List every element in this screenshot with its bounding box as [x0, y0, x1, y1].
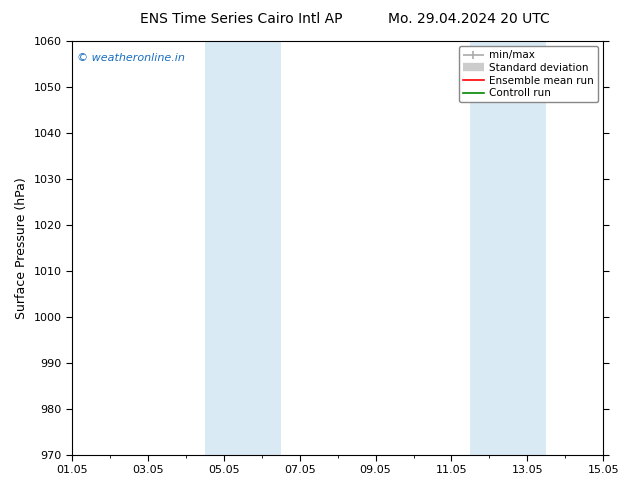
Bar: [243, 41, 281, 455]
Legend: min/max, Standard deviation, Ensemble mean run, Controll run: min/max, Standard deviation, Ensemble me…: [459, 46, 598, 102]
Text: © weatheronline.in: © weatheronline.in: [77, 53, 185, 64]
Text: ENS Time Series Cairo Intl AP: ENS Time Series Cairo Intl AP: [139, 12, 342, 26]
Y-axis label: Surface Pressure (hPa): Surface Pressure (hPa): [15, 177, 28, 318]
Bar: [470, 41, 508, 455]
Bar: [508, 41, 547, 455]
Text: Mo. 29.04.2024 20 UTC: Mo. 29.04.2024 20 UTC: [388, 12, 550, 26]
Bar: [205, 41, 243, 455]
